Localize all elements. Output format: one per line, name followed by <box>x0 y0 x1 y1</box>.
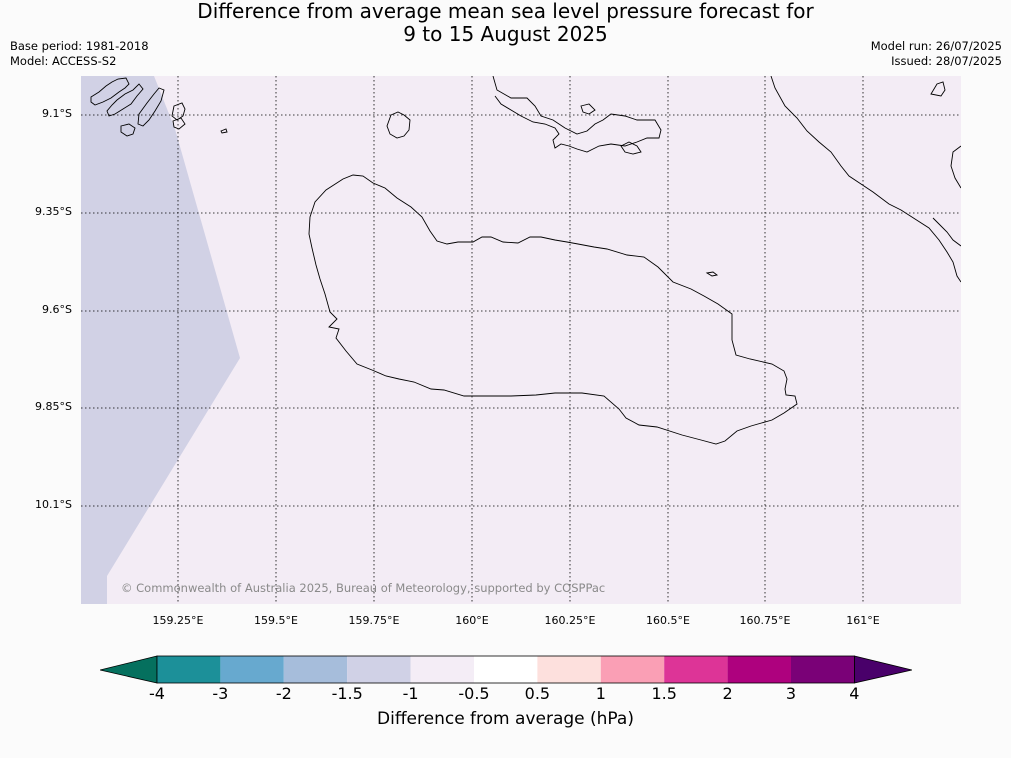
meta-left: Base period: 1981-2018 Model: ACCESS-S2 <box>10 39 149 69</box>
northwest-islands-coastline <box>90 77 130 106</box>
colorbar-arrow-low <box>99 655 158 684</box>
colorbar-segment <box>537 656 601 683</box>
northeast-coastline <box>770 76 961 283</box>
colorbar-segment <box>220 656 284 683</box>
islet-coastline <box>705 271 719 277</box>
issued-date: Issued: 28/07/2025 <box>891 54 1002 68</box>
colorbar-segment <box>410 656 474 683</box>
colorbar-arrow-high <box>854 655 913 684</box>
title-line-1: Difference from average mean sea level p… <box>197 0 814 23</box>
coastlines <box>90 76 961 445</box>
model-run: Model run: 26/07/2025 <box>870 39 1002 53</box>
longitude-label: 159.75°E <box>348 614 400 627</box>
longitude-label: 160.75°E <box>739 614 791 627</box>
colorbar-tick-label: -2 <box>275 684 292 703</box>
chart-title: Difference from average mean sea level p… <box>0 0 1011 46</box>
model-name: Model: ACCESS-S2 <box>10 54 117 68</box>
latitude-label: 9.35°S <box>35 205 72 218</box>
map-panel <box>81 76 961 604</box>
colorbar-segment <box>727 656 791 683</box>
colorbar-tick-label: 1 <box>595 684 606 703</box>
colorbar-tick-label: -4 <box>149 684 165 703</box>
latitude-label: 9.85°S <box>35 400 72 413</box>
title-line-2: 9 to 15 August 2025 <box>403 22 608 46</box>
colorbar-tick-label: 4 <box>849 684 860 703</box>
longitude-label: 160.25°E <box>544 614 596 627</box>
colorbar-tick-label: 2 <box>722 684 733 703</box>
colorbar-tick-label: -1 <box>402 684 419 703</box>
colorbar <box>99 655 913 685</box>
colorbar-segment <box>664 656 728 683</box>
colorbar-segment <box>283 656 348 683</box>
north-islands-coastline <box>492 76 662 153</box>
colorbar-tick-label: 1.5 <box>651 684 677 703</box>
colorbar-segment <box>600 656 665 683</box>
meta-right: Model run: 26/07/2025 Issued: 28/07/2025 <box>871 39 1002 69</box>
colorbar-segment <box>347 656 411 683</box>
latitude-label: 10.1°S <box>35 498 72 511</box>
low-pressure-band <box>81 76 240 604</box>
small-island-coastline <box>386 111 411 139</box>
copyright-notice: © Commonwealth of Australia 2025, Bureau… <box>121 581 606 595</box>
islet-west-coastline <box>220 128 228 134</box>
colorbar-tick-label: -1.5 <box>331 684 363 703</box>
main-island-coastline <box>308 174 798 445</box>
latitude-label: 9.6°S <box>42 303 72 316</box>
longitude-label: 160°E <box>455 614 489 627</box>
colorbar-tick-label: 0.5 <box>524 684 551 703</box>
colorbar-segment <box>474 656 538 683</box>
gridlines <box>81 76 961 604</box>
colorbar-tick-label: -0.5 <box>458 684 490 703</box>
colorbar-outline <box>156 655 855 684</box>
base-period: Base period: 1981-2018 <box>10 39 149 53</box>
colorbar-tick-label: 3 <box>785 684 797 703</box>
colorbar-segment <box>157 656 221 683</box>
colorbar-segment <box>791 656 855 683</box>
latitude-label: 9.1°S <box>42 107 72 120</box>
longitude-label: 160.5°E <box>646 614 690 627</box>
colorbar-tick-label: -3 <box>212 684 229 703</box>
longitude-label: 159.25°E <box>152 614 204 627</box>
longitude-label: 159.5°E <box>254 614 298 627</box>
colorbar-canvas <box>99 655 913 684</box>
longitude-label: 161°E <box>846 614 880 627</box>
colorbar-label: Difference from average (hPa) <box>377 709 634 729</box>
map-canvas <box>81 76 961 604</box>
